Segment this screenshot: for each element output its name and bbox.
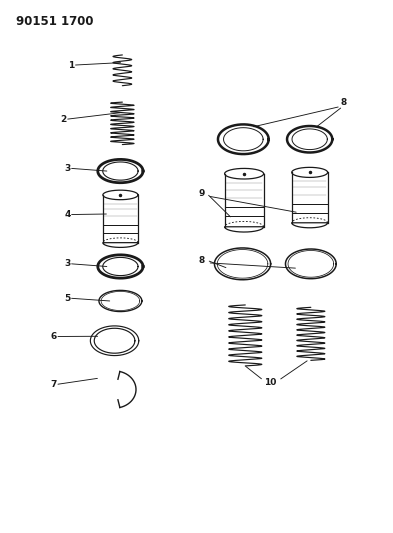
Text: 6: 6 (51, 332, 57, 341)
Text: 3: 3 (64, 164, 70, 173)
Text: 10: 10 (264, 378, 277, 387)
Text: 8: 8 (341, 98, 347, 107)
Text: 8: 8 (199, 256, 205, 265)
Text: 5: 5 (64, 294, 70, 303)
Text: 7: 7 (50, 379, 57, 389)
Text: 90151 1700: 90151 1700 (16, 14, 94, 28)
Text: 4: 4 (64, 210, 70, 219)
Text: 9: 9 (199, 189, 205, 198)
Text: 1: 1 (68, 61, 74, 69)
Text: 3: 3 (64, 260, 70, 268)
Text: 2: 2 (60, 115, 66, 124)
